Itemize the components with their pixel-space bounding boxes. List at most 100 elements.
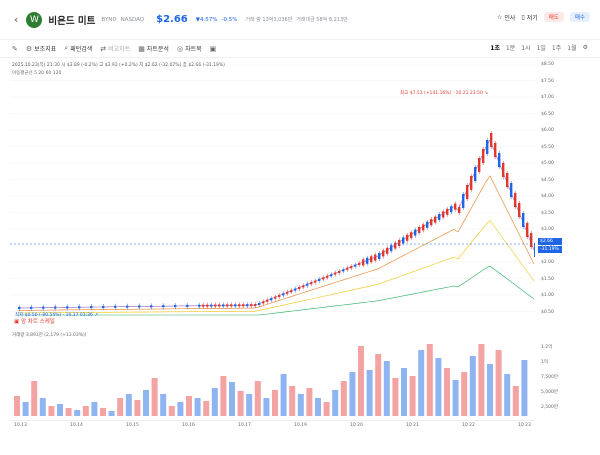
candlestick-chart[interactable] [10, 60, 535, 330]
compare-icon: ⇄ [100, 44, 107, 53]
volume-bar [229, 382, 235, 416]
timeframe-1d[interactable]: 1일 [536, 45, 546, 52]
price-tick: $6.00 [541, 128, 554, 133]
volume-bar [168, 406, 175, 416]
volume-bar [512, 386, 519, 416]
star-icon: ☆ [496, 13, 503, 21]
stock-header: ‹ W 비욘드 미트 BYND NASDAQ $2.66 ▼4.57% -0.5… [0, 0, 600, 40]
volume-bar [254, 381, 261, 416]
draw-tool-button[interactable]: ✎ [12, 45, 18, 53]
timeframe-1w[interactable]: 1주 [551, 45, 562, 52]
volume-axis: 1.2억 1억 7,500만 5,000만 2,500만 [535, 338, 595, 418]
sell-button[interactable]: 매도 [543, 12, 564, 22]
volume-bar [392, 378, 399, 416]
price-tick: $5.00 [541, 161, 554, 166]
pencil-icon: ✎ [12, 44, 18, 53]
indicator-icon: ⚙ [25, 44, 33, 53]
pattern-search-button[interactable]: ⌕ 패턴검색 [64, 44, 93, 53]
moving-average-line [17, 139, 535, 309]
save-button[interactable]: ▯ 저기 [521, 13, 538, 22]
compare-chart-button[interactable]: ⇄ 비교차트 [100, 44, 131, 54]
volume-tick: 5,000만 [541, 390, 559, 395]
volume-bar [263, 398, 270, 416]
volume-bar [246, 394, 253, 416]
current-change-tag: -31.19% [538, 246, 562, 253]
volume-bar [289, 386, 296, 416]
price-tick: $7.00 [541, 95, 554, 100]
chart-analysis-button[interactable]: ▦ 차트분석 [138, 44, 169, 54]
volume-label: 거래량 3,891만 (2,179 (+13.03%)) [12, 333, 87, 338]
date-tick: 10.23 [518, 423, 531, 428]
volume-bar [151, 378, 158, 416]
settings-icon[interactable]: ⚙ [582, 44, 588, 51]
price-tick: $7.50 [541, 78, 554, 84]
volume-bar [504, 374, 511, 416]
volume-bar [358, 346, 364, 416]
date-tick: 10.15 [126, 423, 139, 428]
volume-bar [160, 394, 167, 416]
ma-legend: 이동평균선 5 20 60 120 [12, 71, 62, 76]
volume-bar [401, 368, 407, 416]
volume-chart[interactable] [10, 338, 535, 418]
volume-bar [469, 356, 476, 416]
chart-scale-tip[interactable]: ▣ 앞 차트 스케일 [14, 319, 55, 325]
camera-button[interactable]: ▣ [210, 45, 217, 53]
price-tick: $4.00 [541, 194, 554, 199]
price-tick: $1.00 [541, 293, 554, 298]
volume-bar [237, 391, 244, 416]
ohlc-info: 2025.10.23(목) 21:30 시 $3.89 (-0.2%) 고 $3… [12, 63, 225, 68]
price-tick: $2.00 [541, 260, 554, 265]
price-tick: $3.00 [541, 227, 554, 232]
analysis-icon: ▦ [138, 44, 145, 53]
volume-bar [452, 380, 459, 416]
chart-book-button[interactable]: ◎ 차트북 [176, 44, 202, 54]
volume-bar [91, 402, 98, 416]
change-amount: ▼4.57% [195, 16, 218, 23]
volume-bar [65, 408, 72, 416]
change-percent: -0.5% [221, 16, 238, 23]
volume-bars [14, 344, 528, 416]
chart-toolbar: ✎ ⚙ 보조지표 ⌕ 패턴검색 ⇄ 비교차트 ▦ 차트분석 ◎ 차트북 ▣ [0, 40, 600, 58]
volume-bar [211, 388, 218, 416]
volume-bar [194, 398, 201, 416]
timeframe-1s[interactable]: 1초 [490, 45, 500, 52]
volume-bar [426, 344, 433, 416]
moving-average-line [17, 175, 535, 311]
company-logo: W [26, 11, 43, 28]
stock-name: 비욘드 미트 [48, 15, 96, 27]
volume-tick: 1억 [541, 360, 549, 365]
timeframe-selector: 1초 1분 1시 1일 1주 1월 ⚙ [490, 43, 588, 52]
moving-average-line [17, 220, 535, 314]
price-tick: $1.50 [541, 276, 554, 282]
header-actions: ☆ 인사 ▯ 저기 매도 매수 [497, 12, 590, 22]
volume-bar [57, 404, 63, 416]
volume-bar [315, 398, 321, 416]
volume-tick: 2,500만 [541, 405, 559, 410]
volume-bar [461, 372, 468, 416]
insight-button[interactable]: ☆ 인사 [496, 13, 516, 22]
buy-button[interactable]: 매수 [569, 12, 590, 22]
date-tick: 10.22 [462, 423, 475, 428]
indicator-button[interactable]: ⚙ 보조지표 [25, 44, 57, 54]
date-axis: 10.13 10.14 10.15 10.16 10.17 10.19 10.20 10.21… [10, 420, 535, 430]
timeframe-1h[interactable]: 1시 [521, 45, 531, 52]
volume-bar [14, 396, 20, 416]
volume-bar [39, 398, 46, 416]
moving-average-line [18, 265, 535, 316]
date-tick: 10.13 [14, 423, 27, 428]
volume-bar [495, 350, 502, 416]
price-tick: $4.50 [541, 177, 554, 183]
volume-bar [22, 402, 29, 416]
back-icon[interactable]: ‹ [14, 13, 19, 26]
bookmark-icon: ▯ [521, 13, 525, 21]
date-tick: 10.14 [70, 423, 83, 428]
timeframe-1m[interactable]: 1분 [505, 45, 516, 52]
volume-bar [340, 381, 347, 416]
date-tick: 10.21 [406, 423, 419, 428]
timeframe-1mo[interactable]: 1월 [567, 45, 577, 52]
date-tick: 10.17 [238, 423, 251, 428]
low-annotation: 최저 $0.50 (-80.54%) · 10.17 01:36 ↗ [15, 313, 99, 318]
volume-bar [366, 370, 373, 416]
volume-bar [143, 390, 149, 416]
volume-bar [117, 398, 124, 416]
